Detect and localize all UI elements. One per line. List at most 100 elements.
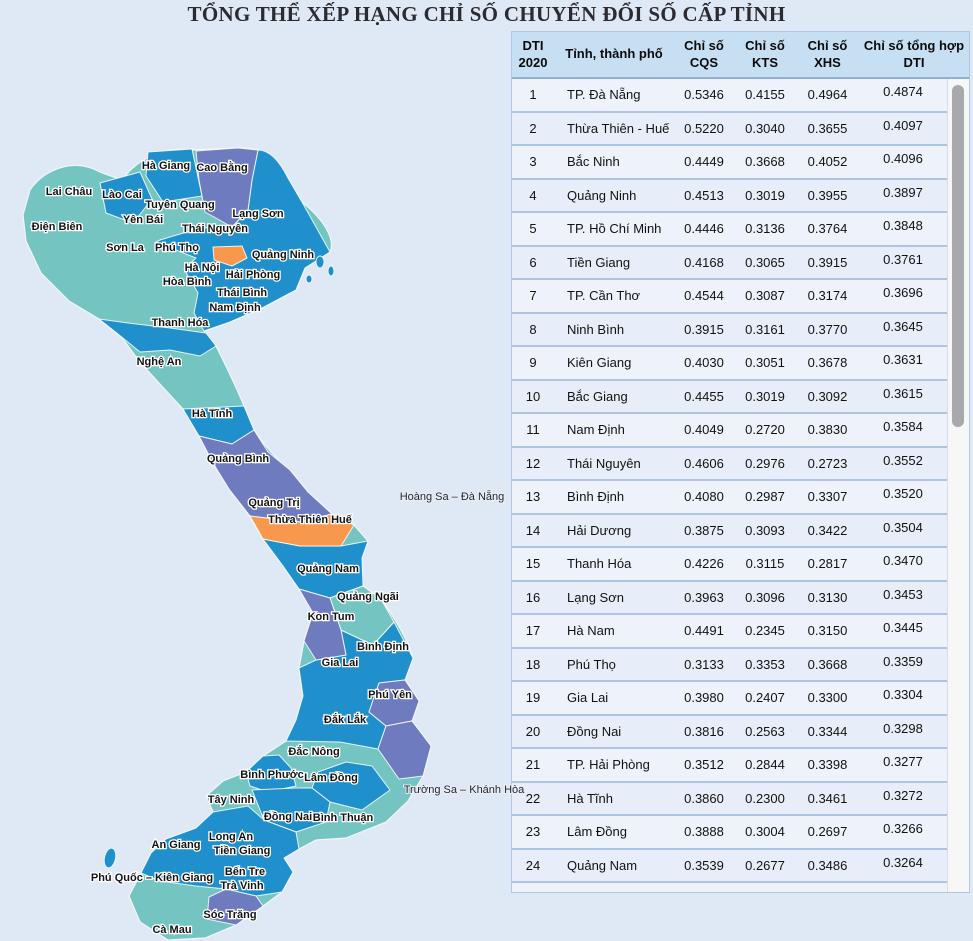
map-region-cao-bang[interactable]: [195, 147, 259, 228]
cell-province: Ninh Bình: [567, 321, 625, 337]
map-region-central-highlands[interactable]: [285, 621, 414, 750]
cell-xhs: 0.3398: [807, 757, 848, 773]
map-island-phu-quoc[interactable]: [103, 847, 118, 869]
province-label: Yên Bái: [123, 214, 163, 226]
province-label: Thanh Hóa: [152, 317, 210, 329]
page-title: TỔNG THỂ XẾP HẠNG CHỈ SỐ CHUYỂN ĐỔI SỐ C…: [187, 2, 786, 26]
map-region-quang-binh-quang-tri[interactable]: [198, 429, 333, 523]
map-island-2: [327, 265, 335, 277]
map-region-quang-ngai[interactable]: [329, 585, 395, 646]
map-region-ha-giang[interactable]: [145, 148, 203, 203]
cell-dti: 0.3631: [883, 352, 923, 368]
cell-dti: 0.3304: [883, 687, 923, 703]
table-row-partial: [512, 883, 947, 892]
table-row: 22 Hà Tĩnh 0.3860 0.2300 0.3461 0.3272: [512, 782, 947, 816]
cell-rank: 18: [525, 656, 541, 672]
cell-xhs: 0.4964: [807, 87, 848, 103]
cell-kts: 0.2720: [745, 422, 785, 438]
cell-province: Bình Định: [567, 489, 625, 505]
map-region-dong-nai[interactable]: [251, 787, 331, 833]
province-label: Bình Thuận: [313, 812, 374, 824]
cell-xhs: 0.3344: [807, 723, 848, 739]
map-region-soc-trang[interactable]: [206, 888, 264, 926]
cell-rank: 14: [525, 522, 541, 538]
map-region-binh-phuoc[interactable]: [245, 754, 297, 793]
cell-dti: 0.3272: [883, 787, 923, 803]
cell-kts: 0.3093: [745, 522, 785, 538]
cell-kts: 0.3087: [745, 288, 785, 304]
map-region-mekong-delta[interactable]: [140, 805, 300, 897]
map-region-bac-ninh[interactable]: [212, 245, 248, 267]
cell-dti: 0.3266: [883, 821, 923, 837]
cell-cqs: 0.3816: [684, 723, 724, 739]
table-row: 21 TP. Hải Phòng 0.3512 0.2844 0.3398 0.3277: [512, 749, 947, 783]
cell-rank: 23: [525, 824, 541, 840]
cell-dti: 0.3504: [883, 519, 923, 535]
cell-kts: 0.3353: [745, 656, 785, 672]
cell-kts: 0.2407: [745, 690, 785, 706]
table-row: 6 Tiền Giang 0.4168 0.3065 0.3915 0.3761: [512, 246, 947, 280]
cell-cqs: 0.3133: [684, 656, 724, 672]
cell-province: Quảng Nam: [567, 857, 638, 873]
cell-kts: 0.3004: [745, 824, 785, 840]
map-region-thua-thien-hue[interactable]: [249, 513, 355, 547]
cell-cqs: 0.4168: [684, 254, 724, 270]
cell-xhs: 0.4052: [807, 154, 848, 170]
sea-area-label: Trường Sa – Khánh Hòa: [404, 784, 525, 796]
map-region-base[interactable]: [22, 147, 432, 941]
cell-cqs: 0.4449: [684, 154, 724, 170]
sea-labels: Hoàng Sa – Đà Nẵng Trường Sa – Khánh Hòa: [399, 489, 526, 797]
cell-cqs: 0.3915: [684, 321, 724, 337]
province-label: Trà Vinh: [220, 880, 263, 892]
province-label: Cà Mau: [152, 924, 191, 936]
cell-xhs: 0.3764: [807, 221, 848, 237]
cell-xhs: 0.3300: [807, 690, 848, 706]
map-region-khanh-hoa[interactable]: [377, 720, 432, 780]
province-label: Phú Quốc – Kiên Giang: [91, 872, 213, 884]
scrollbar-thumb[interactable]: [952, 85, 964, 427]
column-header-xhs: Chỉ số XHS: [807, 38, 848, 70]
table-scrollbar[interactable]: [947, 79, 969, 892]
province-label: Kon Tum: [308, 611, 355, 623]
cell-xhs: 0.3307: [807, 489, 848, 505]
cell-dti: 0.3264: [883, 854, 923, 870]
map-region-thanh-hoa[interactable]: [98, 318, 217, 357]
province-label: Lâm Đồng: [304, 772, 358, 784]
cell-xhs: 0.3955: [807, 187, 848, 203]
cell-kts: 0.3096: [745, 589, 785, 605]
cell-province: Lạng Sơn: [567, 589, 624, 605]
map-region-phu-yen[interactable]: [368, 679, 420, 727]
province-label: Đắc Nông: [288, 745, 339, 758]
map-region-lam-dong[interactable]: [311, 761, 391, 811]
map-region-ha-tinh[interactable]: [182, 405, 255, 445]
table-row: 10 Bắc Giang 0.4455 0.3019 0.3092 0.3615: [512, 380, 947, 414]
cell-cqs: 0.5346: [684, 87, 724, 103]
province-label: Quảng Bình: [207, 453, 270, 465]
map-region-lao-cai[interactable]: [99, 171, 153, 224]
cell-dti: 0.3520: [883, 486, 923, 502]
cell-dti: 0.3897: [883, 184, 923, 200]
table-row: 5 TP. Hồ Chí Minh 0.4446 0.3136 0.3764 0.3848: [512, 213, 947, 247]
province-label: Đắk Lắk: [324, 713, 367, 726]
cell-dti: 0.3848: [883, 218, 923, 234]
cell-cqs: 0.4544: [684, 288, 724, 304]
cell-cqs: 0.4226: [684, 556, 724, 572]
map-region-kon-tum[interactable]: [298, 588, 347, 661]
map-region-northeast-delta[interactable]: [155, 149, 331, 332]
cell-cqs: 0.4606: [684, 455, 724, 471]
table-row: 7 TP. Cần Thơ 0.4544 0.3087 0.3174 0.3696: [512, 280, 947, 314]
cell-dti: 0.3615: [883, 385, 923, 401]
table-row: 23 Lâm Đồng 0.3888 0.3004 0.2697 0.3266: [512, 816, 947, 850]
province-label: Quảng Nam: [297, 563, 359, 575]
province-label: Lào Cai: [102, 189, 142, 201]
province-label: Hà Nội: [185, 262, 220, 274]
column-header-province: Tỉnh, thành phố: [565, 46, 663, 62]
cell-rank: 10: [525, 388, 541, 404]
map-region-quang-nam-da-nang[interactable]: [262, 538, 369, 599]
cell-rank: 6: [529, 254, 537, 270]
cell-cqs: 0.4030: [684, 355, 724, 371]
cell-kts: 0.3040: [745, 120, 785, 136]
table-row: 18 Phú Thọ 0.3133 0.3353 0.3668 0.3359: [512, 648, 947, 682]
cell-xhs: 0.3150: [807, 623, 848, 639]
cell-dti: 0.3696: [883, 285, 923, 301]
